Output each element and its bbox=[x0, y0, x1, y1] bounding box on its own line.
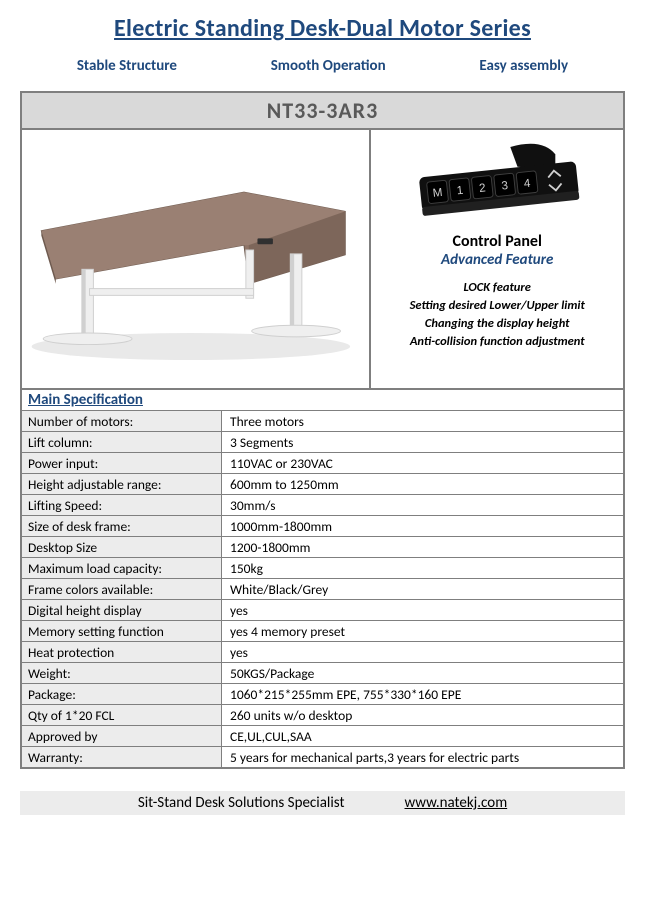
spec-value: 1000mm-1800mm bbox=[222, 516, 623, 536]
cp-feature-2: Setting desired Lower/Upper limit bbox=[377, 297, 617, 315]
spec-row: Power input:110VAC or 230VAC bbox=[22, 453, 623, 474]
spec-value: 600mm to 1250mm bbox=[222, 474, 623, 494]
desk-illustration bbox=[22, 130, 369, 370]
svg-text:3: 3 bbox=[501, 179, 509, 193]
spec-row: Qty of 1*20 FCL260 units w/o desktop bbox=[22, 705, 623, 726]
spec-label: Weight: bbox=[22, 663, 222, 683]
feature-1: Stable Structure bbox=[77, 57, 177, 75]
spec-row: Memory setting functionyes 4 memory pres… bbox=[22, 621, 623, 642]
spec-label: Warranty: bbox=[22, 747, 222, 767]
spec-row: Maximum load capacity:150kg bbox=[22, 558, 623, 579]
spec-label: Qty of 1*20 FCL bbox=[22, 705, 222, 725]
spec-value: yes bbox=[222, 642, 623, 662]
feature-3: Easy assembly bbox=[479, 57, 568, 75]
product-box: NT33-3AR3 bbox=[20, 91, 625, 769]
spec-row: Heat protectionyes bbox=[22, 642, 623, 663]
spec-label: Approved by bbox=[22, 726, 222, 746]
spec-row: Warranty:5 years for mechanical parts,3 … bbox=[22, 747, 623, 767]
svg-text:1: 1 bbox=[457, 184, 465, 198]
spec-row: Height adjustable range:600mm to 1250mm bbox=[22, 474, 623, 495]
spec-row: Approved byCE,UL,CUL,SAA bbox=[22, 726, 623, 747]
spec-row: Number of motors:Three motors bbox=[22, 411, 623, 432]
spec-table: Main Specification Number of motors:Thre… bbox=[22, 390, 623, 767]
spec-value: 50KGS/Package bbox=[222, 663, 623, 683]
desk-image bbox=[22, 130, 371, 390]
spec-label: Lift column: bbox=[22, 432, 222, 452]
spec-value: 30mm/s bbox=[222, 495, 623, 515]
spec-row: Frame colors available:White/Black/Grey bbox=[22, 579, 623, 600]
spec-label: Lifting Speed: bbox=[22, 495, 222, 515]
spec-label: Memory setting function bbox=[22, 621, 222, 641]
spec-row: Weight:50KGS/Package bbox=[22, 663, 623, 684]
spec-value: White/Black/Grey bbox=[222, 579, 623, 599]
cp-feature-3: Changing the display height bbox=[377, 315, 617, 333]
spec-value: 150kg bbox=[222, 558, 623, 578]
spec-value: CE,UL,CUL,SAA bbox=[222, 726, 623, 746]
footer-link[interactable]: www.natekj.com bbox=[405, 794, 508, 812]
spec-label: Package: bbox=[22, 684, 222, 704]
control-panel-subtitle: Advanced Feature bbox=[377, 251, 617, 269]
spec-header: Main Specification bbox=[22, 390, 623, 411]
svg-text:M: M bbox=[433, 186, 444, 200]
spec-row: Desktop Size1200-1800mm bbox=[22, 537, 623, 558]
spec-value: Three motors bbox=[222, 411, 623, 431]
spec-value: 110VAC or 230VAC bbox=[222, 453, 623, 473]
spec-label: Digital height display bbox=[22, 600, 222, 620]
spec-label: Desktop Size bbox=[22, 537, 222, 557]
spec-label: Maximum load capacity: bbox=[22, 558, 222, 578]
spec-value: 1200-1800mm bbox=[222, 537, 623, 557]
features-row: Stable Structure Smooth Operation Easy a… bbox=[30, 57, 615, 75]
hero-row: M 1 2 3 4 Control Panel Advanced Feature… bbox=[22, 130, 623, 390]
spec-row: Package:1060*215*255mm EPE, 755*330*160 … bbox=[22, 684, 623, 705]
model-number: NT33-3AR3 bbox=[22, 93, 623, 130]
page-title: Electric Standing Desk-Dual Motor Series bbox=[20, 14, 625, 43]
spec-value: yes 4 memory preset bbox=[222, 621, 623, 641]
spec-label: Power input: bbox=[22, 453, 222, 473]
spec-value: yes bbox=[222, 600, 623, 620]
cp-feature-4: Anti-collision function adjustment bbox=[377, 333, 617, 351]
spec-label: Height adjustable range: bbox=[22, 474, 222, 494]
spec-row: Digital height displayyes bbox=[22, 600, 623, 621]
cp-feature-1: LOCK feature bbox=[377, 279, 617, 297]
control-panel-title: Control Panel bbox=[377, 232, 617, 251]
spec-value: 1060*215*255mm EPE, 755*330*160 EPE bbox=[222, 684, 623, 704]
spec-row: Lifting Speed:30mm/s bbox=[22, 495, 623, 516]
spec-label: Frame colors available: bbox=[22, 579, 222, 599]
feature-2: Smooth Operation bbox=[271, 57, 386, 75]
spec-row: Lift column:3 Segments bbox=[22, 432, 623, 453]
svg-text:2: 2 bbox=[479, 181, 487, 195]
spec-label: Heat protection bbox=[22, 642, 222, 662]
spec-label: Size of desk frame: bbox=[22, 516, 222, 536]
spec-value: 260 units w/o desktop bbox=[222, 705, 623, 725]
spec-value: 5 years for mechanical parts,3 years for… bbox=[222, 747, 623, 767]
footer: Sit-Stand Desk Solutions Specialist www.… bbox=[20, 791, 625, 815]
spec-row: Size of desk frame:1000mm-1800mm bbox=[22, 516, 623, 537]
spec-value: 3 Segments bbox=[222, 432, 623, 452]
footer-tagline: Sit-Stand Desk Solutions Specialist bbox=[138, 794, 345, 812]
control-panel-pane: M 1 2 3 4 Control Panel Advanced Feature… bbox=[371, 130, 623, 390]
control-panel-image: M 1 2 3 4 bbox=[377, 138, 617, 228]
spec-label: Number of motors: bbox=[22, 411, 222, 431]
